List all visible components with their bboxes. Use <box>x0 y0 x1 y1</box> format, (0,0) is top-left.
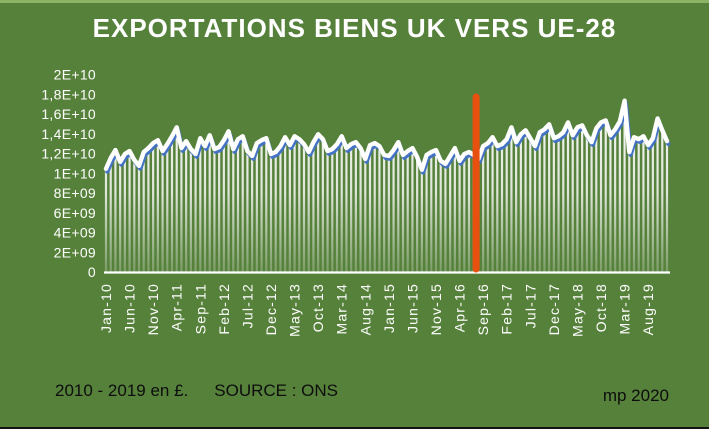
x-tick-label: Feb-17 <box>499 283 515 335</box>
y-tick-label: 1,4E+10 <box>41 126 96 142</box>
footer-caption: 2010 - 2019 en £. SOURCE : ONS <box>55 381 338 401</box>
y-tick-label: 1,6E+10 <box>41 106 96 122</box>
x-tick-label: Jun-10 <box>122 283 138 333</box>
y-tick-label: 2E+09 <box>54 244 96 260</box>
x-tick-label: Aug-14 <box>357 283 373 335</box>
x-tick-label: Sep-16 <box>475 283 491 335</box>
y-tick-label: 1,8E+10 <box>41 86 96 102</box>
x-tick-label: Feb-12 <box>216 283 232 335</box>
series-line-white <box>103 98 670 172</box>
x-tick-label: Apr-11 <box>169 283 185 331</box>
x-tick-label: Oct-13 <box>310 283 326 332</box>
y-axis-labels: 2E+10 1,8E+10 1,6E+10 1,4E+10 1,2E+10 1E+10 8E… <box>41 67 96 281</box>
x-tick-label: Jun-15 <box>404 283 420 333</box>
x-tick-label: Dec-12 <box>263 283 279 335</box>
drop-lines <box>104 102 669 272</box>
x-tick-label: Jan-15 <box>381 283 397 333</box>
x-tick-label: Jul-17 <box>522 283 538 328</box>
x-tick-label: Aug-19 <box>640 283 656 335</box>
footer-period-label: 2010 - 2019 en £. <box>55 381 189 400</box>
chart-title: EXPORTATIONS BIENS UK VERS UE-28 <box>92 13 617 43</box>
author-credit: mp 2020 <box>602 386 669 405</box>
x-tick-label: Dec-17 <box>546 283 562 335</box>
top-border-strip <box>0 0 709 3</box>
x-tick-label: Jul-12 <box>239 283 255 328</box>
x-tick-label: Nov-15 <box>428 283 444 335</box>
bottom-border-strip <box>0 427 709 429</box>
footer-source-label: SOURCE : ONS <box>214 381 339 400</box>
x-tick-label: Oct-18 <box>593 283 609 332</box>
x-axis-labels: Jan-10 Jun-10 Nov-10 Apr-11 Sep-11 Feb-12 Jul-… <box>98 283 656 337</box>
x-tick-label: Apr-16 <box>452 283 468 332</box>
y-tick-label: 1E+10 <box>54 165 96 181</box>
x-tick-label: Sep-11 <box>192 283 208 334</box>
x-tick-label: May-13 <box>287 283 303 337</box>
y-tick-label: 0 <box>88 264 96 280</box>
y-tick-label: 8E+09 <box>54 185 96 201</box>
y-tick-label: 2E+10 <box>54 67 96 83</box>
x-tick-label: May-18 <box>569 283 585 337</box>
x-tick-label: Mar-14 <box>334 283 350 335</box>
x-tick-label: Jan-10 <box>98 283 114 333</box>
y-tick-label: 4E+09 <box>54 225 96 241</box>
y-tick-label: 1,2E+10 <box>41 146 96 162</box>
y-tick-label: 6E+09 <box>54 205 96 221</box>
x-tick-label: Mar-19 <box>617 283 633 335</box>
x-tick-label: Nov-10 <box>145 283 161 335</box>
